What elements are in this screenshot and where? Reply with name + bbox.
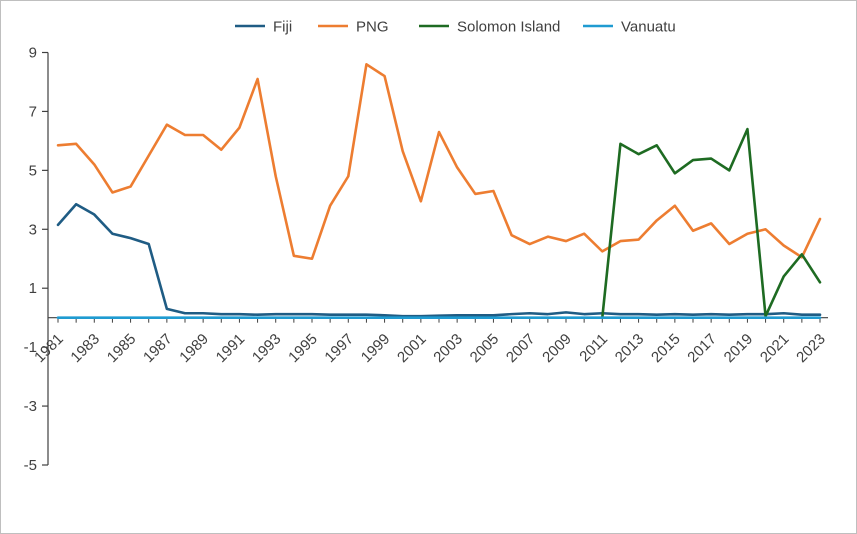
y-tick-label: -3 (24, 398, 37, 415)
x-tick-label: 1995 (285, 330, 321, 366)
y-tick-label: 9 (29, 45, 37, 62)
series-line-png (56, 62, 822, 261)
x-tick-label: 2009 (539, 330, 575, 366)
x-tick-label: 1983 (67, 330, 103, 366)
legend-label-png: PNG (356, 19, 389, 36)
series-line-fiji (56, 202, 822, 318)
x-tick-label: 1991 (213, 330, 249, 366)
x-tick-label: 2001 (394, 330, 430, 366)
legend-label-fiji: Fiji (273, 19, 292, 36)
y-tick-label: 7 (29, 103, 37, 120)
series-lines (56, 62, 822, 319)
x-tick-label: 1997 (321, 330, 357, 366)
y-tick-label: 3 (29, 221, 37, 238)
y-tick-label: -5 (24, 457, 37, 474)
series-line-solomon-island (600, 127, 822, 319)
x-axis: 1981 1983 1985 1987 1989 1991 1993 1995 1997 1999… (31, 317, 829, 366)
x-tick-label: 2003 (430, 330, 466, 366)
x-tick-label: 1981 (31, 330, 67, 366)
legend-label-solomon-island: Solomon Island (457, 19, 560, 36)
x-tick-label: 2013 (612, 330, 648, 366)
x-tick-label: 2015 (648, 330, 684, 366)
legend: Fiji PNG Solomon Island Vanuatu (235, 19, 676, 36)
x-tick-label: 1999 (358, 330, 394, 366)
x-tick-label: 1987 (140, 330, 176, 366)
x-tick-label: 2007 (503, 330, 539, 366)
x-tick-label: 2017 (684, 330, 720, 366)
y-axis: -5 -3 -1 1 3 5 7 9 (24, 45, 49, 474)
x-tick-label: 2011 (576, 330, 611, 365)
y-tick-label: 5 (29, 162, 37, 179)
x-tick-label: 1989 (176, 330, 212, 366)
x-tick-label: 1993 (249, 330, 285, 366)
y-tick-label: 1 (29, 280, 37, 297)
y-tick-label: -1 (24, 339, 37, 356)
x-tick-label: 1985 (104, 330, 140, 366)
x-tick-label: 2023 (793, 330, 829, 366)
x-tick-label: 2019 (721, 330, 757, 366)
legend-label-vanuatu: Vanuatu (621, 19, 676, 36)
x-tick-label: 2005 (467, 330, 503, 366)
x-tick-label: 2021 (757, 330, 793, 366)
